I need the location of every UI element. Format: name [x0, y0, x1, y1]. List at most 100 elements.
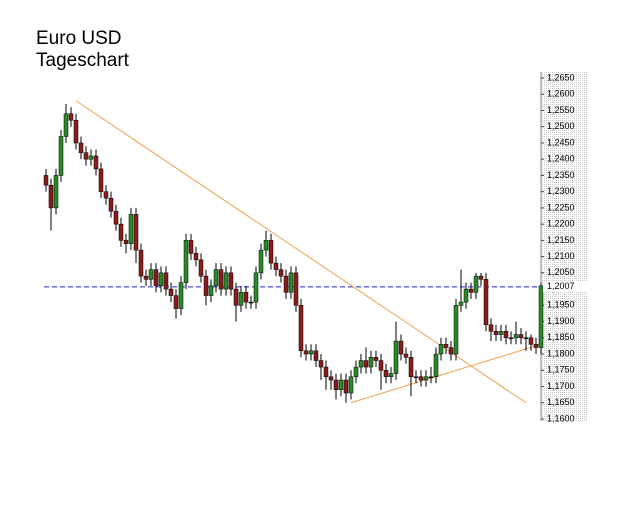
y-tick-label: 1,1850 — [547, 332, 575, 342]
chart-subtitle: Tageschart — [36, 50, 130, 71]
candle-body — [538, 285, 544, 348]
candle-body — [273, 262, 279, 270]
candle-body — [133, 214, 139, 251]
candle-body — [503, 331, 509, 339]
candle-body — [168, 288, 174, 296]
y-tick-label: 1,2550 — [547, 105, 575, 115]
candle-body — [463, 288, 469, 303]
candle-body — [178, 282, 184, 309]
y-tick-label: 1,1700 — [547, 381, 575, 391]
candle-body — [343, 379, 349, 394]
candle-body — [278, 269, 284, 277]
candle-body — [283, 275, 289, 293]
chart-title: Euro USD — [36, 28, 122, 49]
candle-body — [323, 366, 329, 378]
candle-body — [248, 301, 254, 304]
candle-body — [368, 357, 374, 368]
candle-body — [528, 337, 534, 345]
candle-body — [448, 347, 454, 355]
trendline — [75, 100, 527, 404]
y-tick-label: 1,2050 — [547, 267, 575, 277]
candle-body — [193, 253, 199, 261]
candle-body — [148, 269, 154, 280]
candle-body — [498, 331, 504, 335]
candle-body — [293, 272, 299, 306]
candle-body — [113, 210, 119, 225]
candle-body — [378, 360, 384, 371]
candle-body — [458, 301, 464, 306]
candle-body — [518, 334, 524, 339]
y-tick-label: 1,1600 — [547, 413, 575, 423]
candle-body — [218, 269, 224, 290]
candle-body — [418, 376, 424, 381]
y-tick-label: 1,2400 — [547, 154, 575, 164]
y-tick-label: 1,1900 — [547, 316, 575, 326]
candle-body — [523, 337, 529, 340]
candle-body — [173, 295, 179, 309]
candle-body — [338, 379, 344, 391]
candle-body — [163, 272, 169, 290]
candle-body — [413, 376, 419, 379]
candle-body — [243, 292, 249, 303]
candle-body — [208, 285, 214, 296]
y-tick-label: 1,1800 — [547, 348, 575, 358]
candle-body — [513, 334, 519, 339]
y-tick-label: 1,2200 — [547, 219, 575, 229]
candle-body — [298, 305, 304, 352]
y-tick-label: 1,1650 — [547, 397, 575, 407]
candle-body — [533, 344, 539, 348]
candle-body — [373, 357, 379, 361]
y-tick-label: 1,2650 — [547, 72, 575, 82]
candle-body — [88, 155, 94, 160]
candle-body — [438, 344, 444, 355]
candle-body — [423, 376, 429, 381]
candle-body — [258, 249, 264, 274]
candle-body — [313, 350, 319, 361]
y-tick-label: 1,2450 — [547, 137, 575, 147]
candle-body — [198, 259, 204, 277]
candle-body — [98, 168, 104, 192]
candle-body — [473, 275, 479, 293]
candle-body — [143, 275, 149, 280]
candle-body — [228, 272, 234, 290]
axis-panel — [541, 72, 588, 421]
candle-body — [408, 357, 414, 378]
candle-body — [443, 344, 449, 348]
candle-body — [78, 142, 84, 153]
candle-body — [263, 240, 269, 251]
candle-body — [403, 353, 409, 358]
reference-label: 1,2007 — [547, 281, 575, 291]
candle-body — [383, 370, 389, 378]
candle-body — [308, 350, 314, 355]
candle-body — [53, 175, 59, 209]
candle-body — [153, 269, 159, 287]
candle-body — [328, 376, 334, 381]
candle-body — [363, 360, 369, 368]
candle-body — [393, 340, 399, 374]
candle-body — [128, 214, 134, 244]
y-tick-label: 1,2150 — [547, 235, 575, 245]
candle-body — [483, 279, 489, 326]
candle-body — [268, 240, 274, 264]
candle-body — [388, 373, 394, 378]
y-tick-label: 1,2250 — [547, 202, 575, 212]
candle-body — [468, 288, 474, 293]
candle-body — [138, 249, 144, 277]
candle-body — [428, 376, 434, 379]
candle-body — [183, 240, 189, 283]
candle-body — [333, 379, 339, 391]
candle-body — [508, 337, 514, 340]
y-tick-label: 1,2300 — [547, 186, 575, 196]
candle-body — [58, 136, 64, 176]
candle-body — [453, 305, 459, 355]
candle-body — [233, 288, 239, 306]
candle-body — [108, 197, 114, 212]
candle-body — [238, 292, 244, 306]
candle-body — [318, 360, 324, 368]
candle-body — [188, 240, 194, 254]
y-tick-label: 1,2500 — [547, 121, 575, 131]
candle-body — [68, 113, 74, 121]
y-tick-label: 1,1950 — [547, 300, 575, 310]
candle-body — [93, 155, 99, 170]
